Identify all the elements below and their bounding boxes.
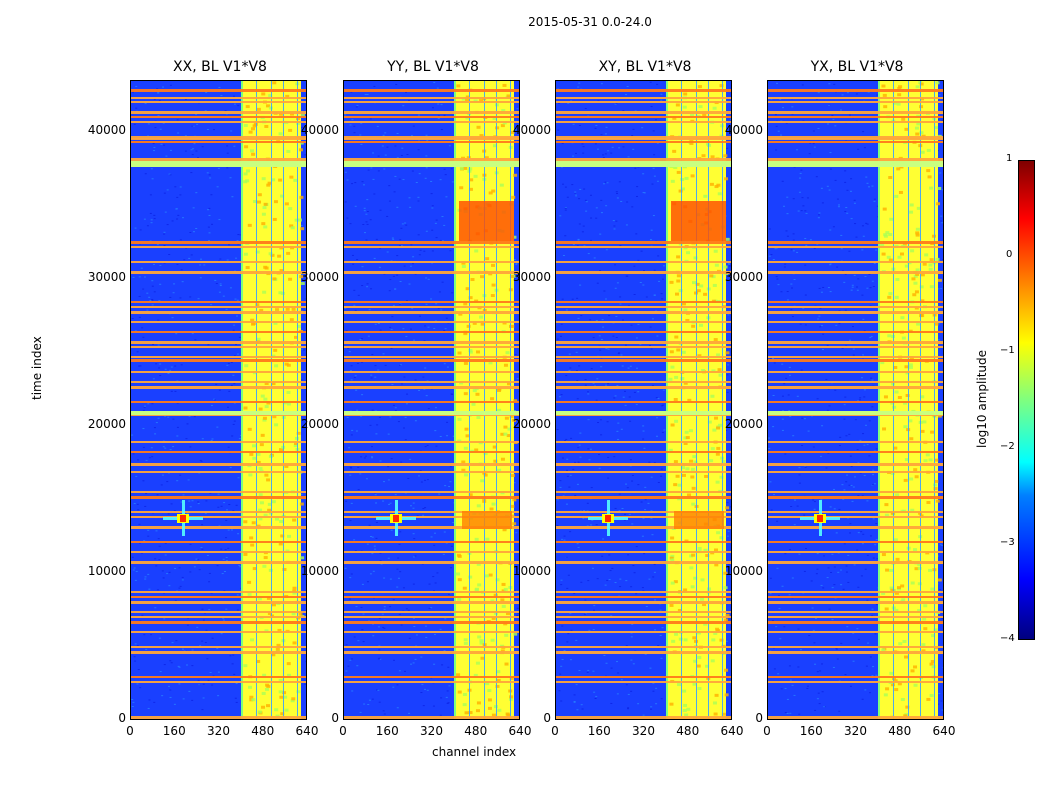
y-tick-label: 30000 [297, 270, 339, 284]
colorbar-tick: 1 [1006, 153, 1012, 164]
y-tick-label: 10000 [721, 564, 763, 578]
heatmap-xy [555, 80, 732, 720]
x-axis-label: channel index [432, 745, 516, 759]
colorbar-tick: −4 [1000, 633, 1015, 644]
heatmap-xx [130, 80, 307, 720]
x-tick-label: 320 [420, 724, 444, 738]
x-tick-label: 0 [543, 724, 567, 738]
y-tick-label: 0 [721, 711, 763, 725]
colorbar-tick: 0 [1006, 249, 1012, 260]
y-tick-label: 20000 [297, 417, 339, 431]
x-tick-label: 320 [207, 724, 231, 738]
y-tick-label: 30000 [84, 270, 126, 284]
heatmap-image [768, 81, 944, 720]
y-tick-label: 10000 [84, 564, 126, 578]
x-tick-label: 320 [844, 724, 868, 738]
x-tick-label: 640 [932, 724, 956, 738]
y-tick-label: 40000 [721, 123, 763, 137]
x-tick-label: 480 [251, 724, 275, 738]
x-tick-label: 480 [676, 724, 700, 738]
y-tick-label: 10000 [509, 564, 551, 578]
x-tick-label: 320 [632, 724, 656, 738]
panel-title-xx: XX, BL V1*V8 [130, 59, 310, 75]
x-tick-label: 160 [587, 724, 611, 738]
colorbar-tick: −1 [1000, 345, 1015, 356]
panel-title-xy: XY, BL V1*V8 [555, 59, 735, 75]
colorbar-label: log10 amplitude [975, 350, 989, 448]
y-tick-label: 20000 [509, 417, 551, 431]
figure-title: 2015-05-31 0.0-24.0 [0, 15, 1050, 29]
colorbar-tick: −3 [1000, 537, 1015, 548]
y-axis-label: time index [30, 336, 44, 400]
y-tick-label: 40000 [84, 123, 126, 137]
x-tick-label: 0 [118, 724, 142, 738]
panel-title-yx: YX, BL V1*V8 [767, 59, 947, 75]
y-tick-label: 0 [84, 711, 126, 725]
x-tick-label: 0 [755, 724, 779, 738]
y-tick-label: 30000 [721, 270, 763, 284]
x-tick-label: 480 [464, 724, 488, 738]
y-tick-label: 40000 [509, 123, 551, 137]
y-tick-label: 40000 [297, 123, 339, 137]
x-tick-label: 640 [720, 724, 744, 738]
panel-title-yy: YY, BL V1*V8 [343, 59, 523, 75]
heatmap-image [344, 81, 520, 720]
x-tick-label: 640 [508, 724, 532, 738]
heatmap-image [556, 81, 732, 720]
x-tick-label: 640 [295, 724, 319, 738]
heatmap-yy [343, 80, 520, 720]
colorbar [1018, 160, 1035, 640]
y-tick-label: 10000 [297, 564, 339, 578]
y-tick-label: 30000 [509, 270, 551, 284]
heatmap-image [131, 81, 307, 720]
x-tick-label: 480 [888, 724, 912, 738]
colorbar-tick: −2 [1000, 441, 1015, 452]
x-tick-label: 160 [375, 724, 399, 738]
y-tick-label: 0 [509, 711, 551, 725]
heatmap-yx [767, 80, 944, 720]
y-tick-label: 20000 [721, 417, 763, 431]
x-tick-label: 0 [331, 724, 355, 738]
x-tick-label: 160 [799, 724, 823, 738]
y-tick-label: 20000 [84, 417, 126, 431]
x-tick-label: 160 [162, 724, 186, 738]
y-tick-label: 0 [297, 711, 339, 725]
